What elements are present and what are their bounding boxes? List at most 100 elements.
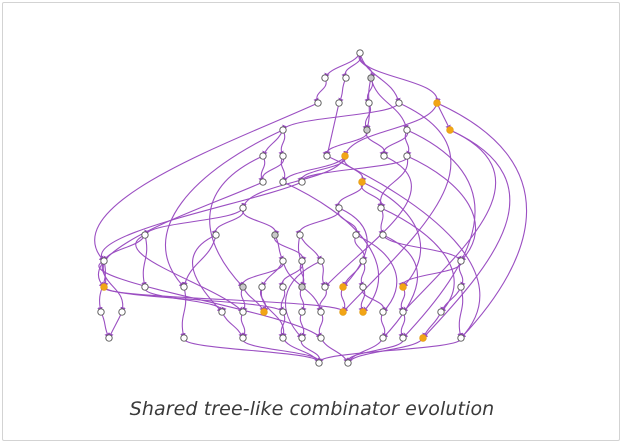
graph-edge bbox=[380, 311, 388, 339]
graph-node bbox=[323, 152, 331, 160]
graph-edge bbox=[278, 311, 286, 339]
graph-node bbox=[239, 283, 247, 291]
graph-edge bbox=[274, 234, 284, 262]
graph-node bbox=[363, 126, 371, 134]
highlighted-node bbox=[100, 283, 108, 291]
highlighted-node bbox=[341, 152, 349, 160]
graph-node bbox=[259, 178, 267, 186]
graph-node bbox=[279, 257, 287, 265]
graph-edge bbox=[98, 260, 322, 339]
graph-node bbox=[100, 257, 108, 265]
graph-edge bbox=[457, 286, 464, 339]
graph-edge bbox=[334, 181, 364, 209]
graph-edge bbox=[282, 155, 346, 183]
graph-node bbox=[315, 359, 323, 367]
graph-edge bbox=[183, 337, 324, 364]
graph-edge bbox=[436, 102, 451, 131]
graph-node bbox=[118, 308, 126, 316]
graph-edge bbox=[135, 234, 244, 313]
figure-caption: Shared tree-like combinator evolution bbox=[129, 398, 495, 420]
graph-node bbox=[218, 308, 226, 316]
graph-node bbox=[380, 152, 388, 160]
graph-edge bbox=[97, 181, 264, 288]
graph-edge bbox=[338, 77, 347, 104]
graph-edge bbox=[100, 311, 110, 339]
graph-edge bbox=[382, 234, 462, 262]
graph-edge bbox=[241, 155, 346, 209]
graph-edge bbox=[338, 207, 368, 288]
graph-node bbox=[271, 231, 279, 239]
graph-node bbox=[403, 126, 411, 134]
graph-node bbox=[258, 283, 266, 291]
graph-node bbox=[359, 283, 367, 291]
highlighted-node bbox=[359, 308, 367, 316]
graph-edge bbox=[221, 311, 244, 339]
graph-edge bbox=[299, 286, 307, 313]
graph-edge bbox=[260, 286, 287, 339]
highlighted-node bbox=[433, 99, 441, 107]
graph-node bbox=[298, 257, 306, 265]
highlighted-node bbox=[358, 178, 366, 186]
graph-edge bbox=[98, 181, 303, 262]
graph-edge bbox=[320, 260, 326, 288]
graph-edge bbox=[377, 155, 409, 209]
graph-edge bbox=[144, 207, 244, 236]
highlighted-node bbox=[339, 308, 347, 316]
graph-edge bbox=[398, 260, 462, 288]
graph-edge bbox=[380, 207, 455, 313]
graph-node bbox=[298, 178, 306, 186]
graph-edge bbox=[358, 260, 366, 288]
graph-edge bbox=[361, 181, 421, 288]
graph-node bbox=[279, 308, 287, 316]
graph-node bbox=[399, 334, 407, 342]
highlighted-node bbox=[446, 126, 454, 134]
graph-edge bbox=[359, 52, 401, 104]
graph-node bbox=[367, 74, 375, 82]
graph-node bbox=[296, 231, 304, 239]
combinator-graph bbox=[94, 49, 527, 367]
graph-node bbox=[239, 204, 247, 212]
graph-node bbox=[317, 334, 325, 342]
graph-edge bbox=[299, 311, 307, 339]
graph-node bbox=[314, 99, 322, 107]
graph-edge bbox=[360, 181, 386, 209]
graph-edge bbox=[240, 286, 248, 313]
edge-layer bbox=[94, 52, 527, 364]
graph-node bbox=[379, 308, 387, 316]
graph-edge bbox=[320, 337, 349, 364]
graph-edge bbox=[324, 155, 412, 288]
graph-node bbox=[279, 126, 287, 134]
graph-edge bbox=[402, 129, 476, 339]
graph-edge bbox=[379, 129, 409, 157]
graph-node bbox=[356, 49, 364, 57]
graph-edge bbox=[141, 234, 148, 288]
graph-node bbox=[457, 257, 465, 265]
graph-edge bbox=[102, 260, 126, 313]
graph-edge bbox=[211, 207, 245, 236]
graph-node bbox=[379, 231, 387, 239]
node-layer bbox=[97, 49, 465, 367]
graph-edge bbox=[258, 155, 285, 183]
graph-edge bbox=[261, 260, 284, 288]
graph-node bbox=[321, 74, 329, 82]
graph-edge bbox=[365, 129, 389, 157]
graph-edge bbox=[262, 129, 284, 157]
graph-edge bbox=[378, 207, 384, 236]
graph-node bbox=[298, 334, 306, 342]
graph-edge bbox=[359, 52, 441, 104]
graph-edge bbox=[324, 52, 361, 79]
figure-frame bbox=[2, 2, 620, 441]
graph-edge bbox=[282, 102, 400, 131]
graph-node bbox=[141, 231, 149, 239]
graph-edge bbox=[355, 234, 398, 313]
graph-edge bbox=[295, 207, 340, 236]
graph-node bbox=[437, 308, 445, 316]
graph-edge bbox=[108, 311, 123, 339]
graph-node bbox=[457, 283, 465, 291]
graph-node bbox=[395, 99, 403, 107]
graph-node bbox=[399, 308, 407, 316]
graph-node bbox=[321, 283, 329, 291]
graph-node bbox=[259, 152, 267, 160]
graph-node bbox=[180, 334, 188, 342]
graph-edge bbox=[278, 286, 286, 313]
